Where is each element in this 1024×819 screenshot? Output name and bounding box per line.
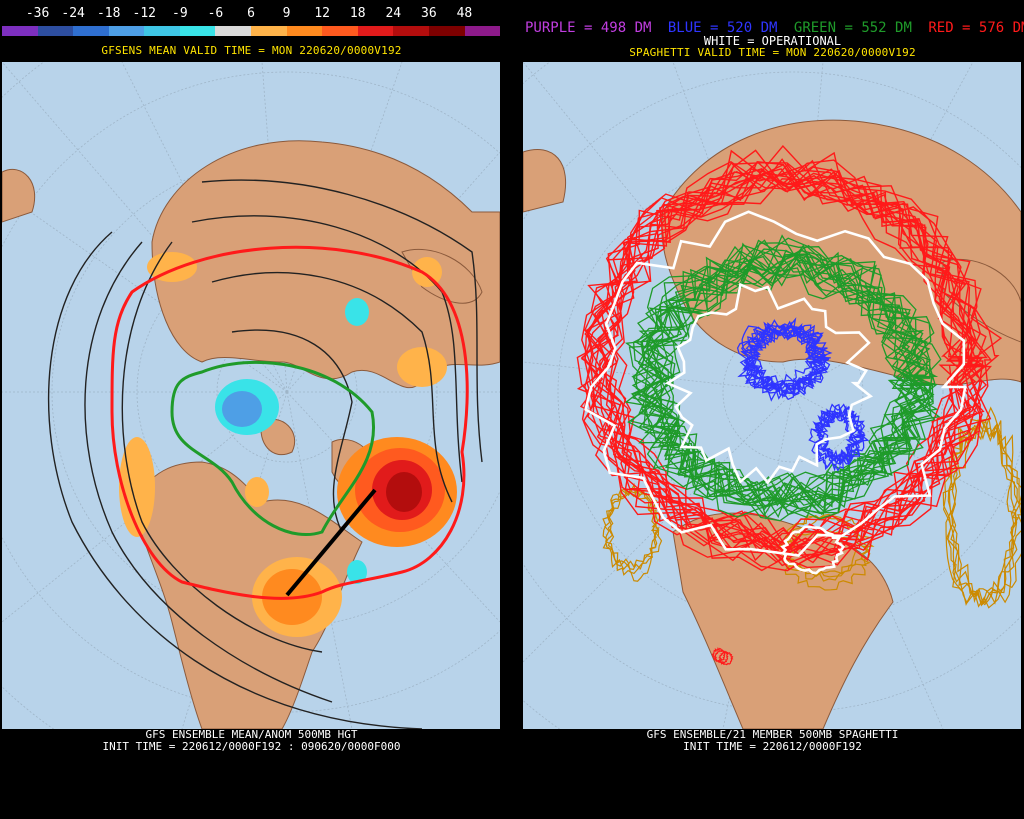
scale-swatch <box>73 26 109 36</box>
spaghetti-576-contour <box>605 161 982 569</box>
mean-footer-title: GFS ENSEMBLE MEAN/ANOM 500MB HGT <box>145 728 358 741</box>
scale-tick-label: -36 <box>25 6 50 21</box>
spaghetti-576-contour <box>584 158 972 553</box>
legend-blue: BLUE = 520 DM <box>667 20 778 36</box>
spaghetti-valid-time: SPAGHETTI VALID TIME = MON 220620/0000V1… <box>629 46 916 59</box>
legend-white: WHITE = OPERATIONAL <box>703 34 842 48</box>
operational-576-contour <box>584 210 967 557</box>
spaghetti-552-contour <box>630 254 917 511</box>
spaghetti-576-contour <box>580 163 983 552</box>
spaghetti-520-contour <box>820 405 866 464</box>
scale-swatch <box>251 26 287 36</box>
scale-swatch <box>37 26 74 36</box>
mean-map-svg <box>2 62 500 729</box>
spaghetti-576-contour <box>576 178 987 562</box>
anomaly-color-bar <box>2 26 501 36</box>
scale-tick-label: -9 <box>172 6 188 21</box>
spaghetti-552-contour <box>650 249 934 509</box>
spaghetti-footer-init-time: INIT TIME = 220612/0000F192 <box>683 740 862 753</box>
spaghetti-520-contour <box>740 321 827 392</box>
scale-swatch <box>179 26 216 36</box>
legend-purple: PURPLE = 498 DM <box>525 20 652 36</box>
spaghetti-552-contour <box>627 267 927 518</box>
spaghetti-panel: PURPLE = 498 DM BLUE = 520 DM GREEN = 55… <box>521 0 1024 819</box>
spaghetti-orange-contour <box>942 418 1021 606</box>
mean-footer-init-time: INIT TIME = 220612/0000F192 : 090620/000… <box>102 740 401 753</box>
ensemble-mean-anomaly-map <box>2 62 500 729</box>
scale-tick-label: -6 <box>207 6 224 21</box>
spaghetti-552-contour <box>637 258 925 508</box>
spaghetti-576-small-contour <box>718 650 734 666</box>
operational-ridge-contour <box>780 525 846 575</box>
scale-tick-label: -18 <box>96 6 121 21</box>
mean-valid-time: GFSENS MEAN VALID TIME = MON 220620/0000… <box>101 44 402 57</box>
scale-tick-label: -12 <box>132 6 157 21</box>
scale-tick-label: 9 <box>282 6 291 21</box>
spaghetti-552-contour <box>641 252 941 506</box>
scale-tick-label: 24 <box>385 6 402 21</box>
legend-red: RED = 576 DM <box>928 20 1024 36</box>
legend-green: GREEN = 552 DM <box>793 20 912 36</box>
spaghetti-576-contour <box>584 160 967 560</box>
spaghetti-legend: PURPLE = 498 DM BLUE = 520 DM GREEN = 55… <box>525 20 1024 36</box>
scale-tick-label: -24 <box>61 6 85 21</box>
scale-tick-label: 12 <box>314 6 330 21</box>
spaghetti-map <box>523 62 1021 729</box>
scale-swatch <box>322 26 358 36</box>
spaghetti-576-small-contour <box>714 649 729 666</box>
scale-tick-label: 36 <box>421 6 437 21</box>
scale-tick-label: 6 <box>247 6 255 21</box>
spaghetti-576-contour <box>579 164 983 547</box>
spaghetti-520-contour <box>741 320 822 393</box>
spaghetti-552-contour <box>635 244 942 494</box>
scale-swatch <box>2 26 38 36</box>
spaghetti-orange-contour <box>950 418 1021 607</box>
scale-swatch <box>144 26 180 36</box>
spaghetti-orange-contour <box>604 488 659 569</box>
scale-tick-label: 48 <box>456 6 473 21</box>
spaghetti-576-contour <box>584 171 993 554</box>
spaghetti-map-svg <box>523 62 1021 729</box>
scale-swatch <box>215 26 252 36</box>
spaghetti-orange-contour <box>942 406 1018 605</box>
anomaly-color-scale: -36 -24 -18 -12 -9 -6 6 9 12 18 24 36 48 <box>2 6 501 36</box>
scale-swatch <box>464 26 501 36</box>
spaghetti-orange-contour <box>602 482 660 571</box>
spaghetti-orange-contour <box>605 489 663 582</box>
spaghetti-footer-title: GFS ENSEMBLE/21 MEMBER 500MB SPAGHETTI <box>646 728 899 741</box>
scale-swatch <box>428 26 465 36</box>
scale-swatch <box>393 26 429 36</box>
scale-swatch <box>286 26 323 36</box>
spaghetti-576-contour <box>605 144 973 562</box>
spaghetti-520-contour <box>753 323 833 395</box>
scale-swatch <box>357 26 394 36</box>
scale-swatch <box>108 26 145 36</box>
spaghetti-552-contour <box>631 242 922 510</box>
spaghetti-576-contour <box>581 162 992 564</box>
ensemble-mean-panel: -36 -24 -18 -12 -9 -6 6 9 12 18 24 36 48 GFSENS MEAN… <box>0 0 503 819</box>
scale-tick-label: 18 <box>349 6 366 21</box>
spaghetti-552-contour <box>630 253 923 502</box>
spaghetti-552-contour <box>638 249 931 506</box>
operational-552-contour <box>664 282 874 485</box>
